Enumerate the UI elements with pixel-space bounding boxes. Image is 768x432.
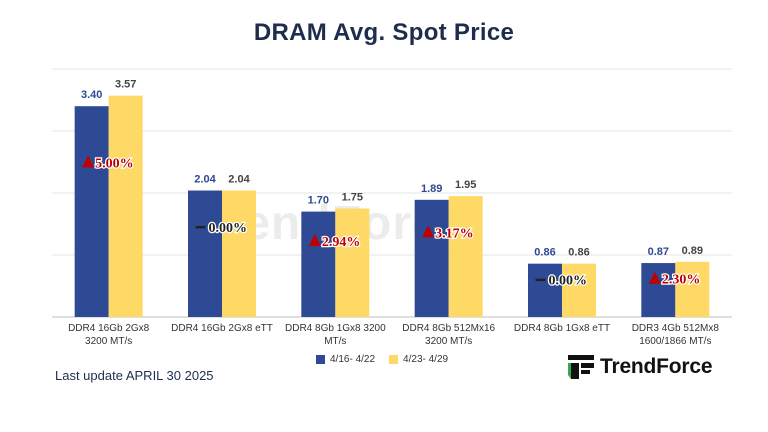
legend-label-series-2: 4/23- 4/29 xyxy=(403,354,449,365)
data-label: 3.57 xyxy=(115,79,136,91)
x-tick-label: MT/s xyxy=(324,336,346,347)
change-percent-label: 0.00% xyxy=(549,274,588,289)
trendforce-logo: TrendForce xyxy=(568,355,713,379)
change-up-arrow-icon xyxy=(82,155,95,168)
data-label: 0.86 xyxy=(534,247,555,259)
change-percent-label: 5.00% xyxy=(95,156,133,171)
x-tick-label: 1600/1866 MT/s xyxy=(639,336,711,347)
bar-series-1 xyxy=(414,199,449,317)
legend-item-series-2: 4/23- 4/29 xyxy=(389,354,448,365)
x-tick-label: DDR4 16Gb 2Gx8 eTT xyxy=(171,323,273,334)
bar-series-2 xyxy=(108,95,143,317)
data-label: 1.70 xyxy=(308,195,329,207)
last-update-note: Last update APRIL 30 2025 xyxy=(55,368,214,383)
bar-series-2 xyxy=(448,196,483,317)
bar-series-1 xyxy=(528,263,562,317)
bar-series-1 xyxy=(301,211,336,317)
legend-label-series-1: 4/16- 4/22 xyxy=(330,354,376,365)
data-label: 3.40 xyxy=(81,89,102,101)
data-label: 1.75 xyxy=(342,192,363,204)
data-label: 2.04 xyxy=(194,174,216,186)
change-up-arrow-icon xyxy=(308,233,321,246)
data-label: 0.86 xyxy=(568,247,589,259)
x-tick-label: DDR4 8Gb 1Gx8 eTT xyxy=(514,323,610,334)
x-tick-label: DDR4 8Gb 1Gx8 3200 xyxy=(285,323,386,334)
bar-series-2 xyxy=(222,190,256,317)
bar-series-2 xyxy=(675,261,710,317)
change-up-arrow-icon xyxy=(422,225,435,238)
change-percent-label: 2.30% xyxy=(662,273,701,288)
change-percent-label: 2.94% xyxy=(322,235,361,250)
change-percent-label: 0.00% xyxy=(209,221,248,236)
change-percent-label: 3.17% xyxy=(435,226,474,241)
x-tick-label: DDR4 8Gb 512Mx16 xyxy=(402,323,495,334)
bar-series-1 xyxy=(641,263,676,317)
x-tick-label: DDR4 16Gb 2Gx8 xyxy=(68,323,150,334)
data-label: 1.89 xyxy=(421,183,442,195)
change-up-arrow-icon xyxy=(648,271,661,284)
bar-series-1 xyxy=(188,190,222,317)
legend-swatch-series-2 xyxy=(389,355,399,364)
data-label: 2.04 xyxy=(228,174,250,186)
change-flat-dash-icon xyxy=(535,278,546,282)
x-tick-label: DDR3 4Gb 512Mx8 xyxy=(632,323,720,334)
chart-legend: 4/16- 4/22 4/23- 4/29 xyxy=(316,354,448,365)
data-label: 0.87 xyxy=(648,246,669,258)
legend-swatch-series-1 xyxy=(316,355,325,364)
bar-series-2 xyxy=(562,263,596,317)
trendforce-logo-icon xyxy=(568,355,594,379)
trendforce-logo-text: TrendForce xyxy=(600,355,713,378)
x-tick-label: 3200 MT/s xyxy=(85,336,132,347)
change-flat-dash-icon xyxy=(195,225,206,229)
data-label: 0.89 xyxy=(682,245,703,257)
data-label: 1.95 xyxy=(455,179,476,191)
legend-item-series-1: 4/16- 4/22 xyxy=(316,354,375,365)
bar-series-1 xyxy=(74,106,109,317)
x-tick-label: 3200 MT/s xyxy=(425,336,472,347)
bar-series-2 xyxy=(335,208,370,317)
chart-title: DRAM Avg. Spot Price xyxy=(253,19,515,46)
